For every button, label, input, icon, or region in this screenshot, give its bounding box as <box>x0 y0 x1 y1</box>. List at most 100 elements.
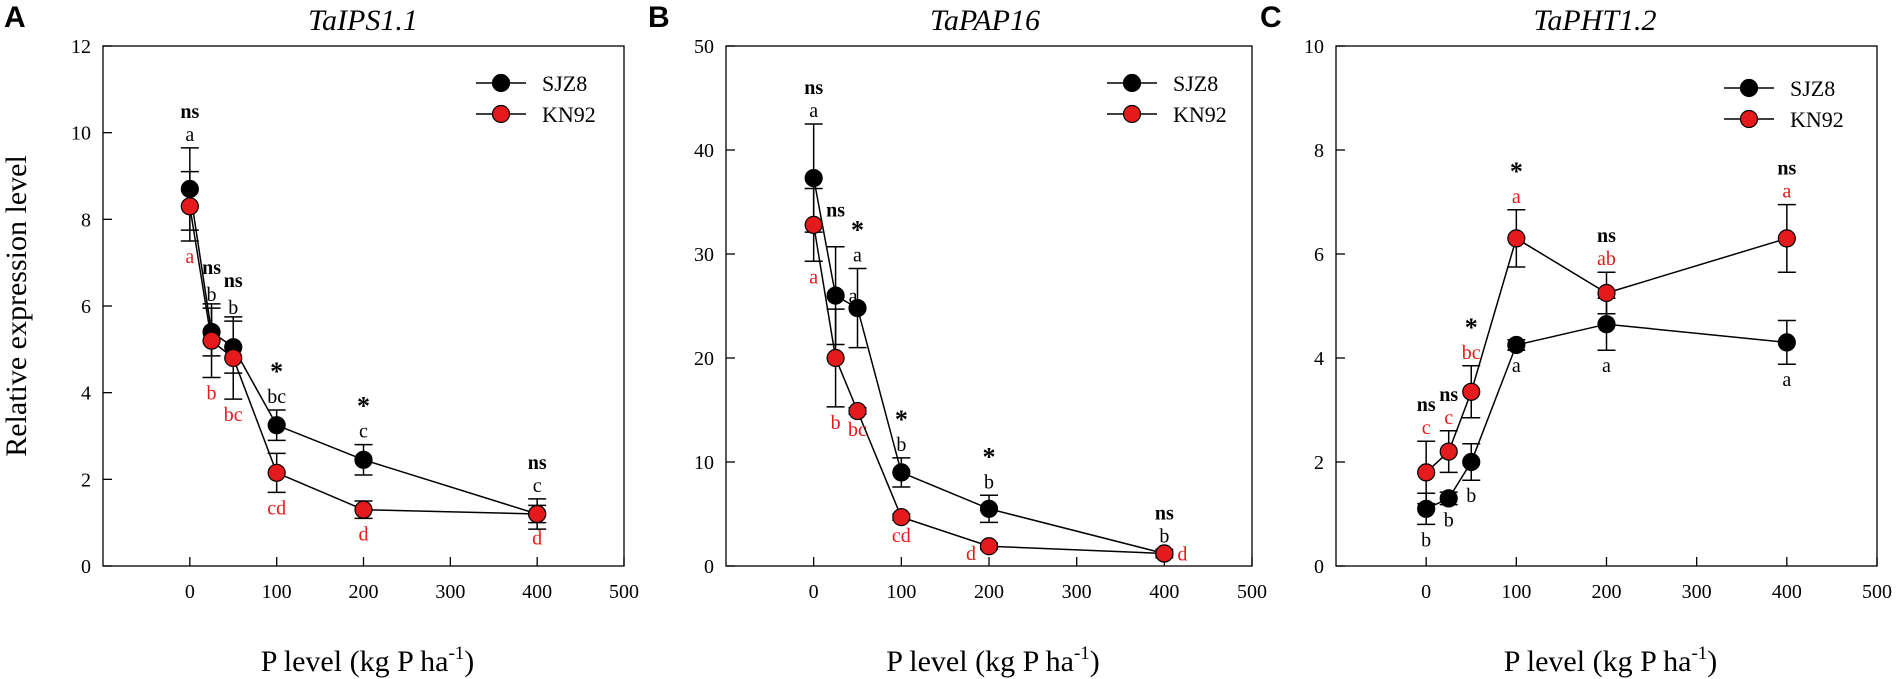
data-point-KN92 <box>1155 544 1174 563</box>
y-axis-label: Relative expression level <box>0 155 33 457</box>
data-point-SJZ8 <box>892 463 911 482</box>
group-letter-SJZ8: b <box>896 434 906 456</box>
x-tick-label: 100 <box>262 581 292 603</box>
data-point-SJZ8 <box>979 499 999 518</box>
data-point-SJZ8 <box>1462 452 1481 472</box>
x-axis-label: P level (kg P ha-1) <box>261 643 475 678</box>
x-tick-label: 100 <box>886 581 916 603</box>
panel-letter: A <box>4 1 26 34</box>
group-letter-SJZ8: b <box>1421 529 1431 551</box>
significance-mark: * <box>983 442 996 471</box>
legend-marker <box>491 104 511 124</box>
significance-mark: ns <box>804 77 823 99</box>
y-tick-label: 4 <box>81 383 91 405</box>
data-point-SJZ8 <box>848 298 867 318</box>
panel-letter: C <box>1260 1 1282 34</box>
data-point-KN92 <box>267 463 286 482</box>
y-tick-label: 0 <box>704 556 714 578</box>
data-point-SJZ8 <box>1417 499 1436 518</box>
legend-label: SJZ8 <box>1173 71 1218 96</box>
x-tick-label: 500 <box>1862 581 1892 603</box>
y-tick-label: 40 <box>694 140 714 162</box>
y-tick-label: 10 <box>71 123 91 145</box>
group-letter-KN92: ab <box>1597 248 1616 270</box>
y-tick-label: 0 <box>81 556 91 578</box>
data-point-KN92 <box>804 215 823 234</box>
y-tick-label: 10 <box>694 452 714 474</box>
x-tick-label: 400 <box>1772 581 1802 603</box>
data-point-KN92 <box>1439 442 1458 461</box>
group-letter-KN92: a <box>185 246 194 268</box>
group-letter-KN92: bc <box>224 404 243 426</box>
data-point-SJZ8 <box>180 179 199 199</box>
y-tick-label: 10 <box>1304 36 1324 58</box>
significance-mark: * <box>895 405 908 434</box>
data-point-KN92 <box>354 500 373 519</box>
group-letter-SJZ8: a <box>849 286 858 308</box>
group-letter-SJZ8: a <box>1602 355 1611 377</box>
significance-mark: ns <box>1439 384 1458 406</box>
data-point-SJZ8 <box>1777 333 1796 352</box>
data-point-KN92 <box>1417 463 1436 482</box>
legend-marker <box>1739 109 1759 129</box>
significance-mark: ns <box>826 200 845 222</box>
data-point-KN92 <box>180 197 199 216</box>
y-tick-label: 20 <box>694 348 714 370</box>
legend-label: SJZ8 <box>542 71 587 96</box>
x-axis-label: P level (kg P ha-1) <box>1504 643 1718 678</box>
group-letter-KN92: a <box>809 266 818 288</box>
significance-mark: ns <box>1155 502 1174 524</box>
y-tick-label: 30 <box>694 244 714 266</box>
x-tick-label: 500 <box>609 581 639 603</box>
y-tick-label: 4 <box>1314 348 1324 370</box>
series-line-SJZ8 <box>812 177 1165 555</box>
significance-mark: * <box>270 357 283 386</box>
panel-title: TaPAP16 <box>930 4 1040 37</box>
group-letter-SJZ8: c <box>359 421 368 443</box>
panel-title: TaPHT1.2 <box>1533 4 1656 37</box>
group-letter-KN92: a <box>1782 181 1791 203</box>
data-point-KN92 <box>826 348 845 368</box>
significance-mark: ns <box>1597 225 1616 247</box>
group-letter-SJZ8: a <box>853 245 862 267</box>
group-letter-KN92: c <box>1444 407 1453 429</box>
x-tick-label: 0 <box>1421 581 1431 603</box>
data-point-KN92 <box>1507 229 1526 248</box>
group-letter-KN92: cd <box>267 497 286 519</box>
group-letter-SJZ8: b <box>1159 525 1169 547</box>
y-tick-label: 2 <box>1314 452 1324 474</box>
legend-marker <box>1122 104 1142 124</box>
legend-label: KN92 <box>1173 102 1227 127</box>
x-tick-label: 0 <box>809 581 819 603</box>
panel-letter: B <box>648 1 670 34</box>
x-tick-label: 100 <box>1501 581 1531 603</box>
data-point-SJZ8 <box>1439 489 1458 508</box>
significance-mark: ns <box>202 257 221 279</box>
group-letter-SJZ8: a <box>1782 369 1791 391</box>
legend-marker <box>491 73 511 93</box>
group-letter-SJZ8: b <box>1444 510 1454 532</box>
x-tick-label: 400 <box>522 581 552 603</box>
group-letter-KN92: cd <box>892 525 911 547</box>
legend-label: KN92 <box>542 102 596 127</box>
significance-mark: ns <box>528 452 547 474</box>
data-point-KN92 <box>202 331 221 350</box>
x-tick-label: 400 <box>1149 581 1179 603</box>
group-letter-KN92: d <box>966 543 976 565</box>
group-letter-SJZ8: b <box>984 471 994 493</box>
legend-label: SJZ8 <box>1790 76 1835 101</box>
x-tick-label: 300 <box>1682 581 1712 603</box>
significance-mark: * <box>357 392 370 421</box>
significance-mark: * <box>1510 157 1523 186</box>
data-point-SJZ8 <box>267 416 286 435</box>
significance-mark: ns <box>180 101 199 123</box>
chart-panel-A: A TaIPS1.1 0 2 4 6 8 10 12 0 100 200 300 400 500 P leve… <box>4 1 639 678</box>
significance-mark: * <box>1465 313 1478 342</box>
data-point-SJZ8 <box>354 450 373 469</box>
x-axis-label: P level (kg P ha-1) <box>886 643 1100 678</box>
data-point-KN92 <box>528 504 547 524</box>
y-tick-label: 6 <box>81 296 91 318</box>
